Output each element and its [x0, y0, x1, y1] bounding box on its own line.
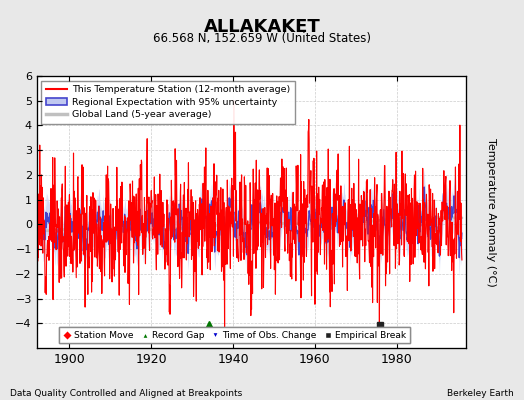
Y-axis label: Temperature Anomaly (°C): Temperature Anomaly (°C) [486, 138, 496, 286]
Text: 66.568 N, 152.659 W (United States): 66.568 N, 152.659 W (United States) [153, 32, 371, 45]
Text: Data Quality Controlled and Aligned at Breakpoints: Data Quality Controlled and Aligned at B… [10, 389, 243, 398]
Text: Berkeley Earth: Berkeley Earth [447, 389, 514, 398]
Text: ALLAKAKET: ALLAKAKET [204, 18, 320, 36]
Legend: Station Move, Record Gap, Time of Obs. Change, Empirical Break: Station Move, Record Gap, Time of Obs. C… [59, 327, 410, 344]
